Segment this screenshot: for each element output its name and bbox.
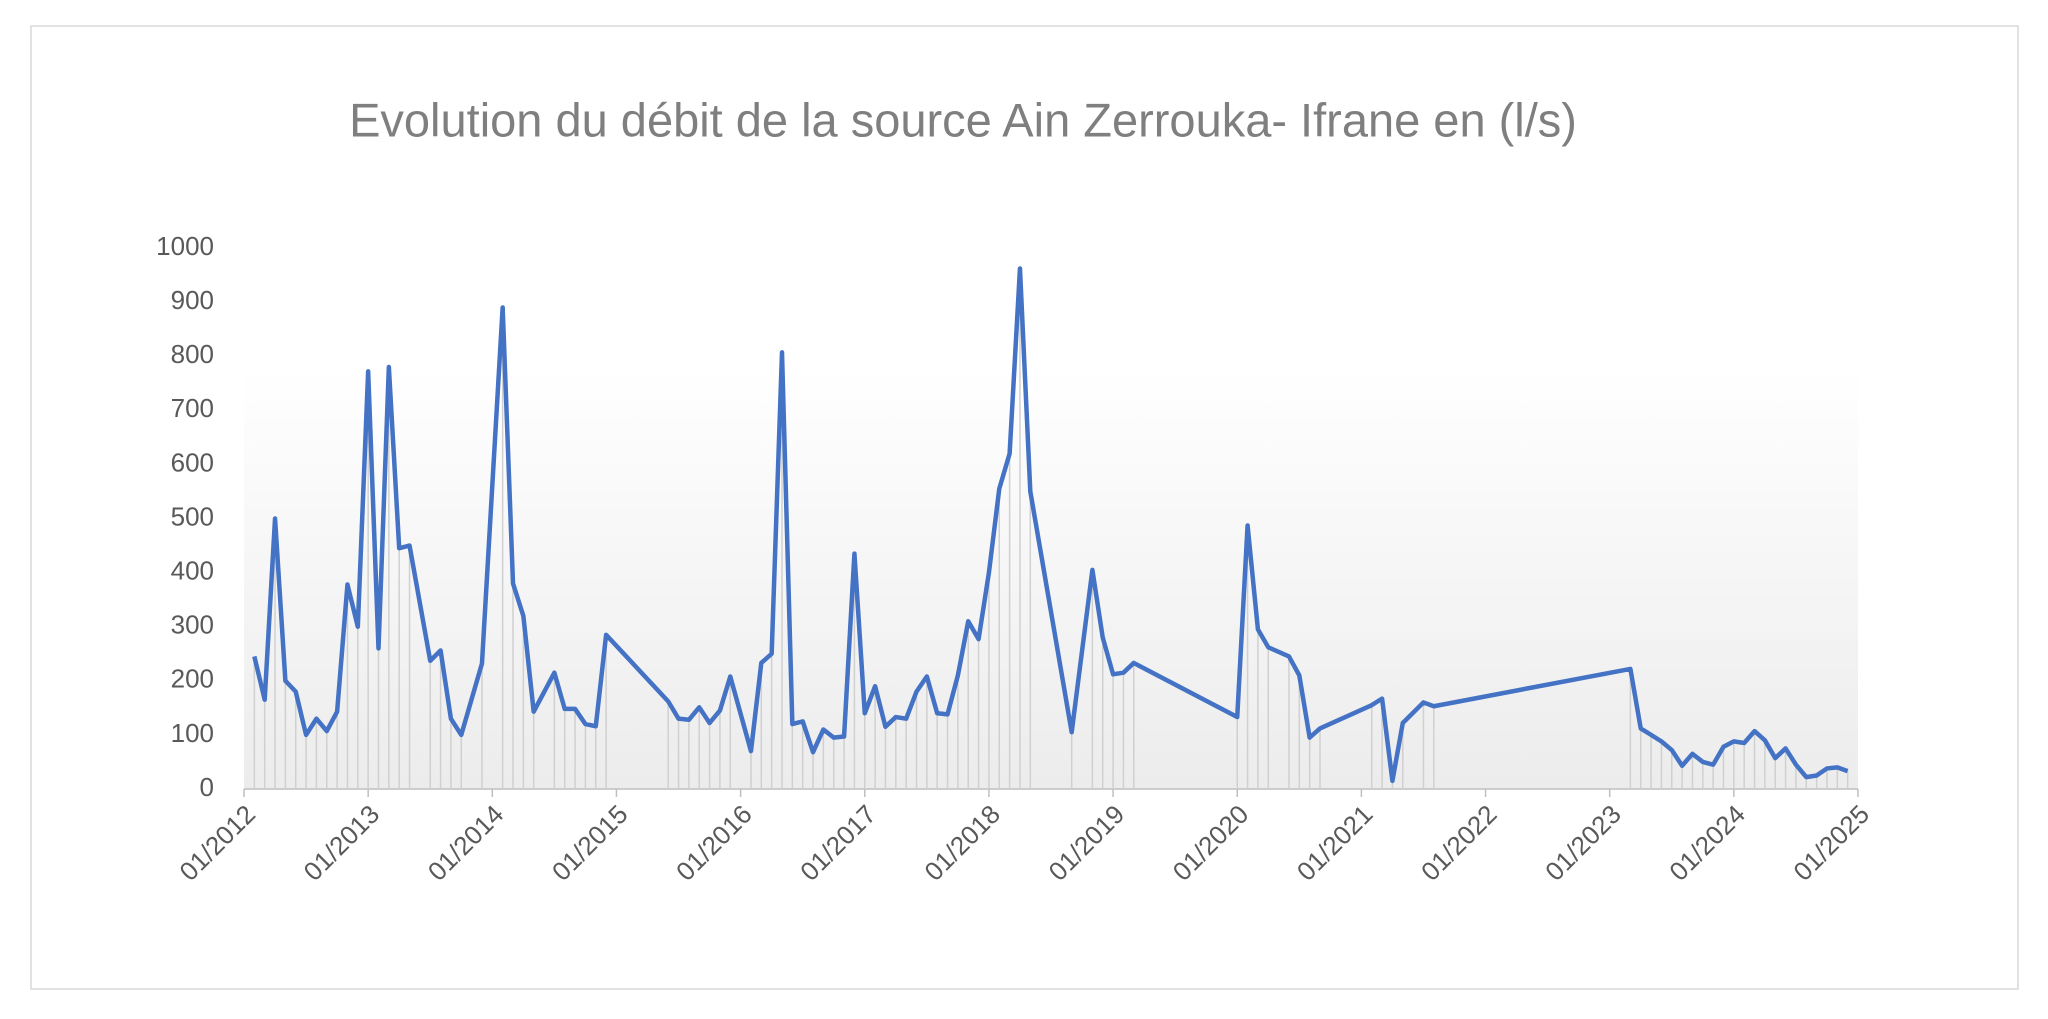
y-tick-label: 800	[171, 339, 214, 369]
y-tick-label: 1000	[156, 231, 214, 261]
y-tick-label: 600	[171, 447, 214, 477]
y-tick-label: 400	[171, 555, 214, 585]
y-tick-label: 200	[171, 664, 214, 694]
y-tick-label: 100	[171, 718, 214, 748]
y-tick-label: 700	[171, 393, 214, 423]
y-tick-label: 500	[171, 501, 214, 531]
y-tick-label: 300	[171, 610, 214, 640]
chart-title: Evolution du débit de la source Ain Zerr…	[349, 93, 1577, 146]
data-line	[252, 266, 1849, 784]
y-tick-label: 0	[200, 772, 214, 802]
y-tick-label: 900	[171, 285, 214, 315]
